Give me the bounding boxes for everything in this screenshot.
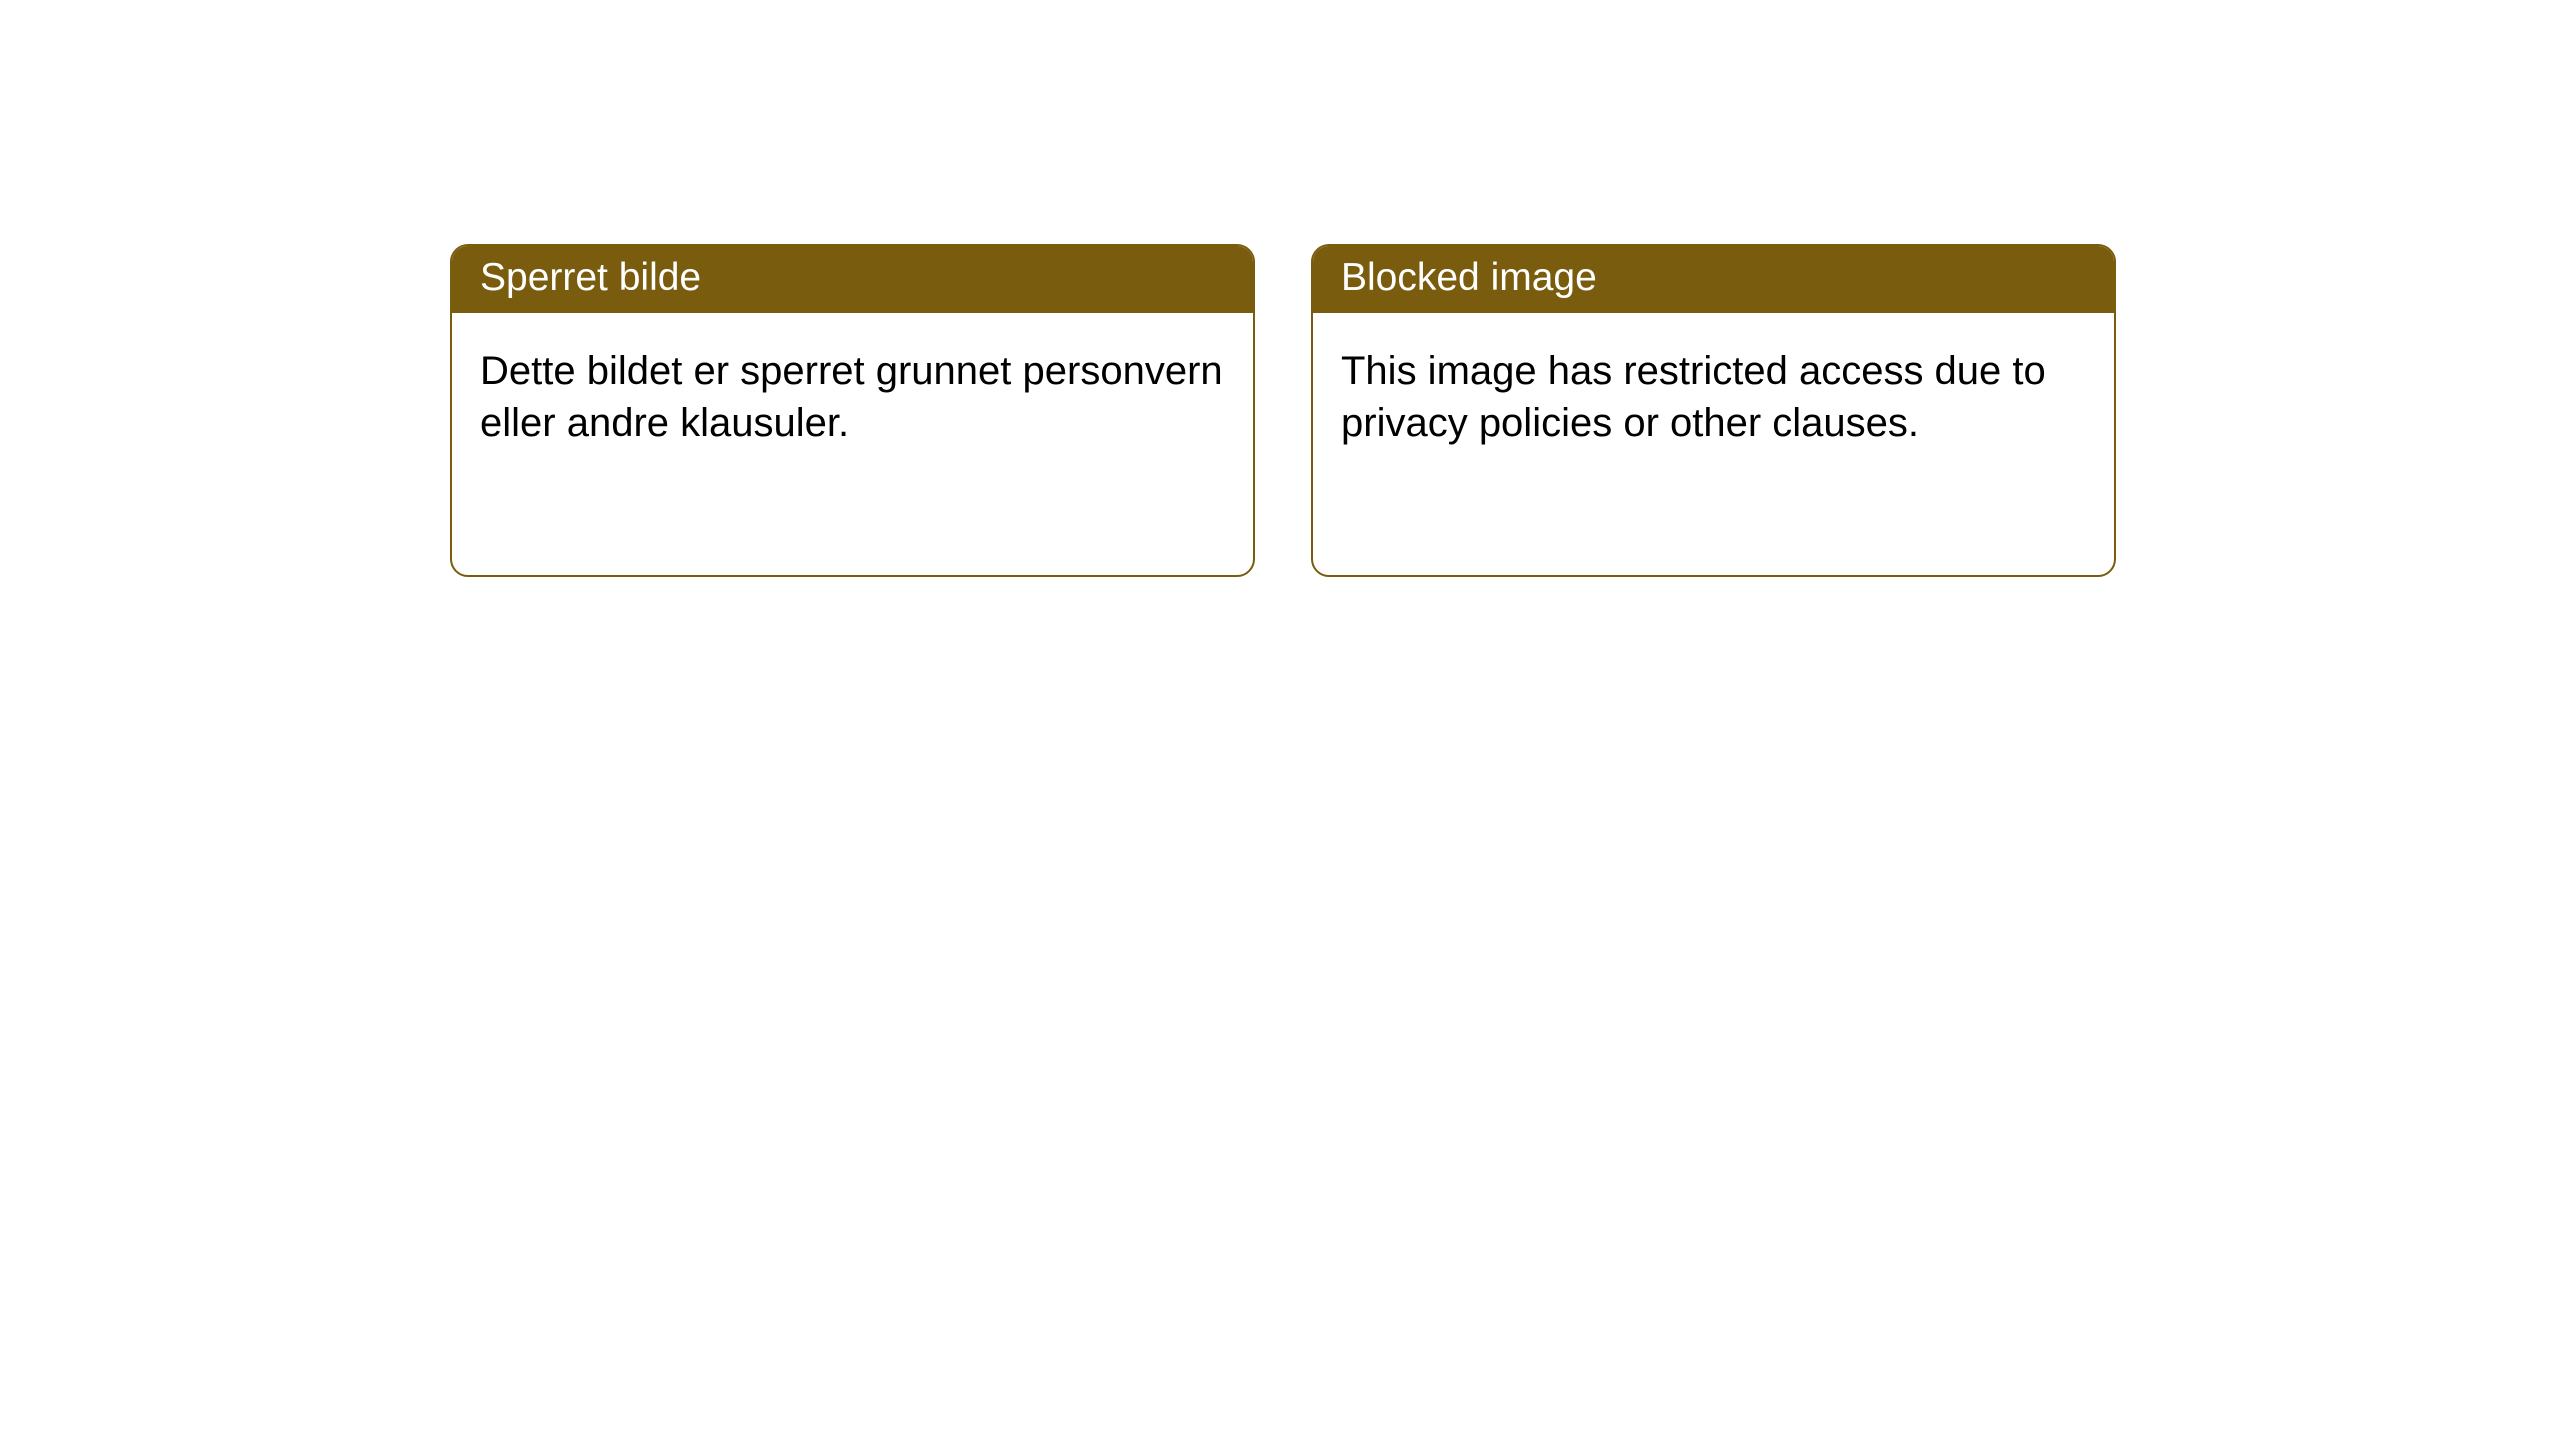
notice-card-english: Blocked image This image has restricted … xyxy=(1311,244,2116,577)
notice-card-title: Sperret bilde xyxy=(480,256,701,299)
notice-card-norwegian: Sperret bilde Dette bildet er sperret gr… xyxy=(450,244,1255,577)
notice-card-body-text: Dette bildet er sperret grunnet personve… xyxy=(480,349,1223,445)
notice-card-body: Dette bildet er sperret grunnet personve… xyxy=(452,313,1253,481)
notice-card-body-text: This image has restricted access due to … xyxy=(1341,349,2046,445)
notice-card-header: Sperret bilde xyxy=(452,246,1253,313)
notice-card-body: This image has restricted access due to … xyxy=(1313,313,2114,481)
notice-card-title: Blocked image xyxy=(1341,256,1597,299)
notice-card-header: Blocked image xyxy=(1313,246,2114,313)
notice-cards-container: Sperret bilde Dette bildet er sperret gr… xyxy=(0,0,2560,577)
